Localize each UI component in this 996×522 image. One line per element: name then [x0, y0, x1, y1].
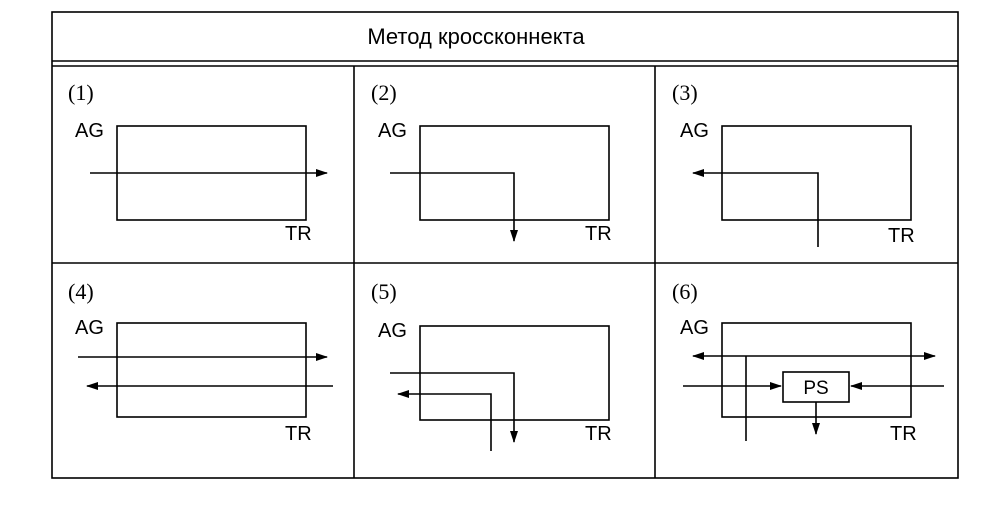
path-arrow — [692, 169, 819, 247]
path-arrow — [390, 172, 518, 242]
panel-number: (3) — [672, 80, 698, 105]
ag-label: AG — [75, 120, 104, 142]
tr-label: TR — [585, 423, 612, 445]
path-arrow-down — [390, 372, 518, 443]
tr-label: TR — [585, 223, 612, 245]
panel-6: (6) AG TR PS — [672, 279, 944, 445]
tr-label: TR — [285, 223, 312, 245]
ag-label: AG — [378, 120, 407, 142]
panel-2: (2) AG TR — [371, 80, 612, 245]
ag-label: AG — [680, 317, 709, 339]
ps-label: PS — [803, 378, 828, 399]
table-title: Метод кроссконнекта — [367, 24, 585, 49]
table-frame — [51, 11, 959, 479]
panel-number: (2) — [371, 80, 397, 105]
panel-3: (3) AG TR — [672, 80, 915, 247]
panel-number: (1) — [68, 80, 94, 105]
tr-label: TR — [888, 225, 915, 247]
table-grid — [51, 11, 959, 479]
tr-label: TR — [890, 423, 917, 445]
panel-1: (1) AG TR — [68, 80, 328, 245]
path-arrow-left — [397, 390, 492, 451]
panel-number: (6) — [672, 279, 698, 304]
ag-label: AG — [75, 317, 104, 339]
tr-label: TR — [285, 423, 312, 445]
ag-label: AG — [378, 320, 407, 342]
panel-5: (5) AG TR — [371, 279, 612, 451]
panel-number: (5) — [371, 279, 397, 304]
switch-box — [116, 322, 307, 418]
panel-4: (4) AG TR — [68, 279, 333, 445]
panel-number: (4) — [68, 279, 94, 304]
ag-label: AG — [680, 120, 709, 142]
